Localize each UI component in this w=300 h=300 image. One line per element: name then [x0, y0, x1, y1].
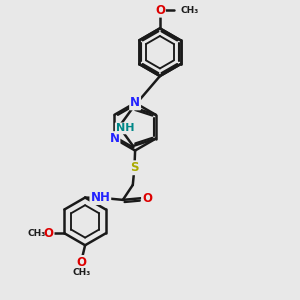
- Text: NH: NH: [116, 123, 134, 134]
- Text: S: S: [130, 161, 139, 174]
- Text: CH₃: CH₃: [27, 229, 45, 238]
- Text: O: O: [142, 192, 152, 205]
- Text: NH: NH: [90, 191, 110, 204]
- Text: CH₃: CH₃: [181, 6, 199, 15]
- Text: N: N: [130, 96, 140, 110]
- Text: N: N: [110, 132, 119, 145]
- Text: O: O: [77, 256, 87, 269]
- Text: O: O: [155, 4, 165, 17]
- Text: O: O: [44, 227, 54, 240]
- Text: CH₃: CH₃: [73, 268, 91, 277]
